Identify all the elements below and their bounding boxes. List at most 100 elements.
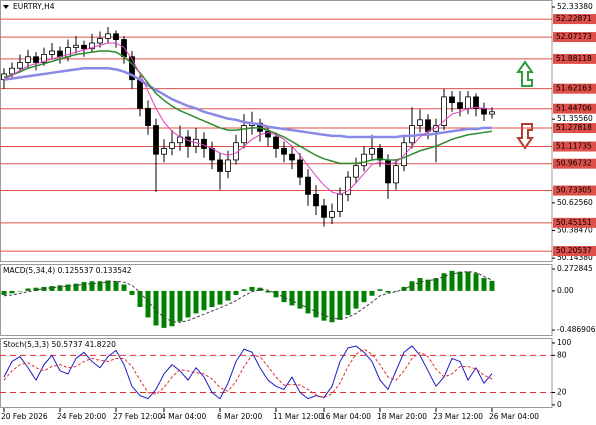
histogram-bar xyxy=(457,271,463,291)
histogram-bar xyxy=(369,290,375,296)
histogram-bar xyxy=(65,284,71,291)
candle-body xyxy=(33,56,39,63)
candle-body xyxy=(169,142,175,149)
candle-body xyxy=(97,38,103,44)
level-label-box xyxy=(553,217,596,228)
histogram-bar xyxy=(465,271,471,291)
candle-body xyxy=(489,111,495,115)
histogram-bar xyxy=(105,280,111,291)
x-tick-label: 24 Feb 20:00 xyxy=(57,412,106,421)
candle-body xyxy=(225,159,231,172)
candle-body xyxy=(49,50,55,55)
histogram-bar xyxy=(177,290,183,322)
level-label-box xyxy=(553,83,596,94)
candle-body xyxy=(25,56,31,63)
candle-body xyxy=(89,42,95,50)
histogram-bar xyxy=(25,288,31,291)
histogram-bar xyxy=(113,281,119,291)
histogram-bar xyxy=(313,290,319,318)
indicator-line xyxy=(3,66,492,139)
panel-title: Stoch(5,3,3) 50.5737 41.8220 xyxy=(3,340,116,349)
candle-body xyxy=(273,136,279,149)
candle-body xyxy=(329,211,335,218)
candle-body xyxy=(449,96,455,104)
level-label-box xyxy=(553,246,596,257)
candle-body xyxy=(289,153,295,161)
histogram-bar xyxy=(97,281,103,291)
histogram-bar xyxy=(89,281,95,291)
histogram-bar xyxy=(217,290,223,305)
y-tick-label: 51.35560 xyxy=(557,114,593,123)
candle-body xyxy=(113,33,119,40)
histogram-bar xyxy=(473,273,479,291)
level-label: 50.73305 xyxy=(556,186,592,195)
level-label: 51.27818 xyxy=(556,123,592,132)
level-label-box xyxy=(553,141,596,152)
histogram-bar xyxy=(441,273,447,291)
candle-body xyxy=(201,138,207,149)
x-tick-label: 16 Mar 04:00 xyxy=(321,412,371,421)
up-arrow-icon xyxy=(516,60,534,87)
candle-body xyxy=(401,142,407,167)
candle-body xyxy=(409,125,415,144)
candle-body xyxy=(457,102,463,109)
y-tick-label: 50.62560 xyxy=(557,198,593,207)
candle-body xyxy=(161,148,167,155)
panel-frame xyxy=(0,0,553,262)
chart-title-overlay: EURTRY,H4 xyxy=(13,2,55,11)
histogram-bar xyxy=(49,286,55,291)
candle-body xyxy=(345,176,351,195)
y-tick-label: 0.00 xyxy=(557,286,574,295)
histogram-bar xyxy=(353,290,359,309)
level-label-box xyxy=(553,158,596,169)
histogram-bar xyxy=(1,290,7,295)
level-label-box xyxy=(553,32,596,43)
histogram-bar xyxy=(345,290,351,316)
level-label-box xyxy=(553,123,596,134)
x-tick-label: 6 Mar 20:00 xyxy=(217,412,263,421)
histogram-bar xyxy=(265,290,271,293)
candle-body xyxy=(297,159,303,178)
histogram-bar xyxy=(153,290,159,326)
x-tick-label: 4 Mar 04:00 xyxy=(161,412,207,421)
candle-body xyxy=(9,67,15,75)
histogram-bar xyxy=(409,281,415,291)
histogram-bar xyxy=(289,290,295,306)
candle-body xyxy=(473,96,479,109)
candle-body xyxy=(241,125,247,144)
histogram-bar xyxy=(201,290,207,311)
candle-body xyxy=(41,54,47,63)
level-label: 51.62163 xyxy=(556,84,592,93)
histogram-bar xyxy=(489,280,495,291)
level-label-box xyxy=(553,103,596,114)
candle-body xyxy=(385,159,391,184)
x-tick-label: 20 Feb 2026 xyxy=(1,412,48,421)
y-tick-label: 0.272845 xyxy=(557,264,593,273)
histogram-bar xyxy=(481,278,487,291)
candle-body xyxy=(305,176,311,195)
y-tick-label: -0.486906 xyxy=(557,325,596,334)
y-tick-label: 80 xyxy=(557,350,567,359)
histogram-bar xyxy=(433,278,439,291)
x-tick-label: 27 Feb 12:00 xyxy=(113,412,162,421)
histogram-bar xyxy=(321,290,327,321)
level-label: 51.88118 xyxy=(556,54,592,63)
candle-body xyxy=(465,96,471,109)
down-arrow-icon xyxy=(516,123,534,150)
level-label-box xyxy=(553,185,596,196)
histogram-bar xyxy=(329,290,335,323)
candle-body xyxy=(393,165,399,184)
histogram-bar xyxy=(17,290,23,292)
candle-body xyxy=(313,193,319,207)
level-label-box xyxy=(553,14,596,25)
histogram-bar xyxy=(449,270,455,291)
candle-body xyxy=(81,44,87,50)
x-tick-label: 11 Mar 12:00 xyxy=(273,412,323,421)
candle-body xyxy=(441,96,447,126)
histogram-bar xyxy=(257,287,263,291)
histogram-bar xyxy=(281,290,287,303)
histogram-bar xyxy=(137,290,143,307)
histogram-bar xyxy=(169,290,175,327)
